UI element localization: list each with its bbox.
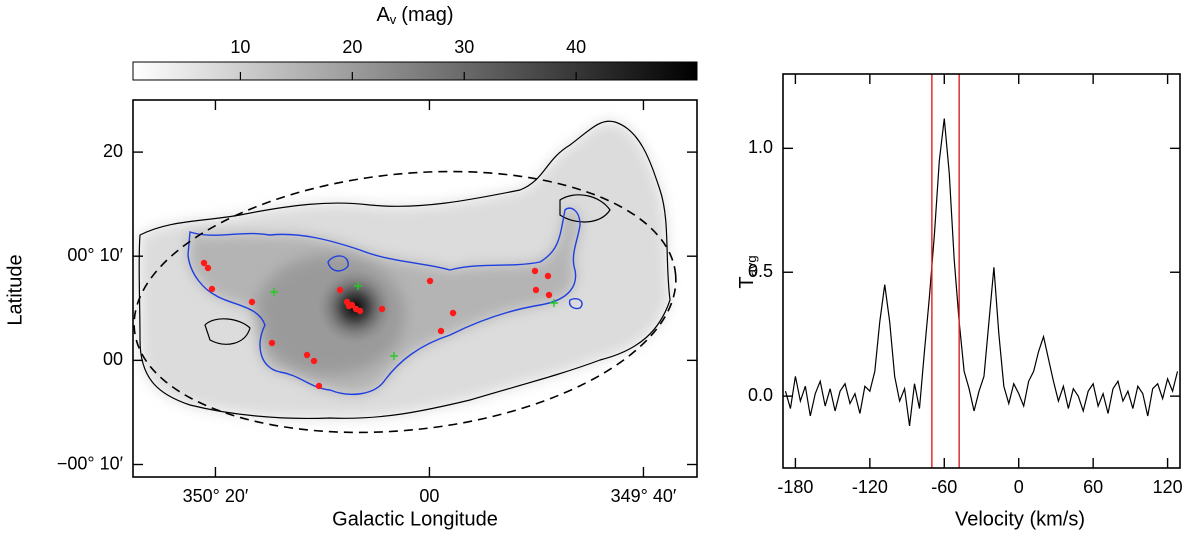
colorbar-tick-label: 10: [230, 37, 250, 57]
x-tick-label: 00: [419, 486, 439, 506]
x-tick-label: 0: [1014, 477, 1024, 497]
dot-marker: [356, 307, 364, 315]
colorbar-tick-label: 40: [566, 37, 586, 57]
dot-marker: [545, 291, 553, 299]
colorbar-label-main: A: [376, 4, 390, 26]
x-tick-label: -60: [931, 477, 957, 497]
y-axis-label-main: T: [736, 276, 758, 288]
colorbar-label-unit: (mag): [401, 4, 453, 26]
x-axis-label: Galactic Longitude: [332, 508, 498, 530]
dot-marker: [348, 301, 356, 309]
plot-frame: [782, 73, 1181, 469]
spectrum-line: [784, 118, 1179, 426]
dot-marker: [200, 259, 208, 267]
y-axis-label: Tavg: [736, 255, 759, 288]
colorbar: [132, 61, 698, 81]
plus-marker: [550, 298, 559, 307]
dot-marker: [449, 309, 457, 317]
contour-inner-small: [327, 255, 583, 310]
dot-marker: [303, 351, 311, 359]
dot-marker: [336, 286, 344, 294]
x-axis-label: Velocity (km/s): [955, 508, 1085, 530]
colorbar-tick-label: 30: [454, 37, 474, 57]
y-tick-label: 00: [103, 349, 123, 369]
dot-marker: [532, 286, 540, 294]
dot-marker: [208, 285, 216, 293]
y-tick-label: −00° 10′: [57, 453, 124, 473]
plus-marker: [353, 282, 362, 291]
dot-marker: [310, 357, 318, 365]
plus-marker: [390, 351, 399, 360]
dot-marker: [426, 277, 434, 285]
dot-marker: [204, 264, 212, 272]
dot-marker: [248, 298, 256, 306]
dot-marker: [531, 267, 539, 275]
dot-marker: [544, 272, 552, 280]
colorbar-tick-label: 20: [342, 37, 362, 57]
x-tick-label: 60: [1083, 477, 1103, 497]
contour-outer: [138, 120, 671, 420]
x-tick-label: -180: [777, 477, 813, 497]
plot-frame: [132, 99, 698, 478]
colorbar-label-sub: v: [390, 12, 397, 27]
x-tick-label: 349° 40′: [611, 486, 677, 506]
y-axis-label: Latitude: [4, 254, 26, 325]
extinction-map: [133, 100, 697, 477]
region-ellipse: [133, 170, 677, 434]
contour-holes: [204, 194, 611, 345]
y-axis-label-sub: avg: [744, 255, 759, 276]
plus-marker: [270, 287, 278, 296]
y-tick-label: 20: [103, 141, 123, 161]
y-tick-label: 0.5: [748, 261, 773, 281]
dot-marker: [437, 327, 445, 335]
dot-marker: [268, 339, 276, 347]
dot-marker: [315, 382, 323, 390]
x-tick-label: -120: [852, 477, 888, 497]
colorbar-label: Av (mag): [376, 4, 453, 27]
y-tick-label: 00° 10′: [67, 245, 123, 265]
dot-marker: [378, 305, 386, 313]
x-tick-label: 350° 20′: [183, 486, 249, 506]
y-tick-label: 0.0: [748, 385, 773, 405]
y-tick-label: 1.0: [748, 137, 773, 157]
contour-inner: [187, 207, 581, 395]
x-tick-label: 120: [1153, 477, 1183, 497]
